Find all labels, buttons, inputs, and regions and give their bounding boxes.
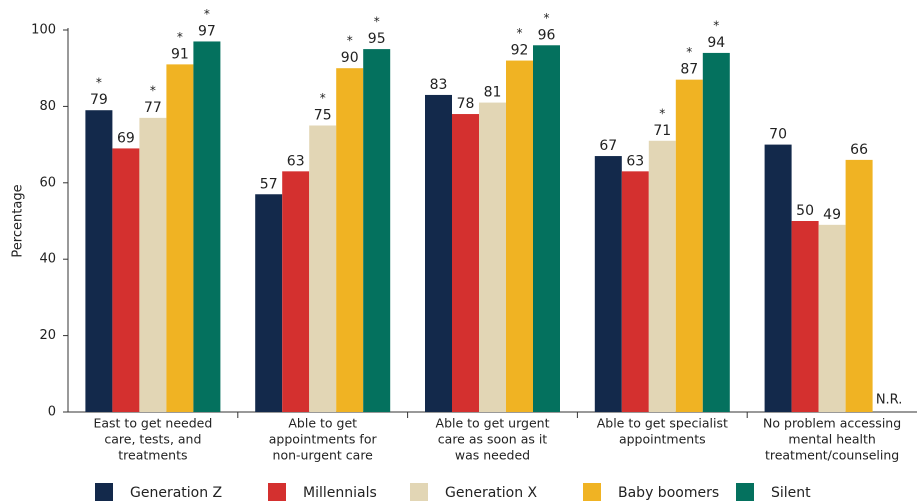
x-tick-label: East to get needed [93, 416, 212, 431]
x-tick-label: No problem accessing [763, 416, 901, 431]
value-label: 96 [538, 27, 556, 43]
bar [112, 148, 140, 413]
significance-marker: * [517, 26, 523, 40]
significance-marker: * [686, 45, 692, 59]
x-tick-label: non-urgent care [273, 448, 374, 463]
bar [282, 171, 310, 412]
x-tick-label: treatments [118, 448, 187, 463]
bar [425, 94, 452, 412]
value-label: 71 [653, 123, 671, 139]
significance-marker: * [347, 34, 353, 48]
value-label: 83 [430, 77, 448, 93]
value-label: 90 [341, 50, 359, 66]
legend-label: Millennials [303, 485, 377, 501]
significance-marker: * [96, 76, 102, 90]
x-tick-label: care, tests, and [104, 432, 201, 447]
value-label: 69 [117, 130, 135, 146]
significance-marker: * [544, 11, 550, 25]
value-label: 81 [484, 85, 502, 101]
bar [85, 110, 113, 412]
value-label: 94 [707, 35, 725, 51]
bar [845, 159, 873, 412]
bar [166, 64, 194, 412]
bar [336, 68, 364, 412]
x-tick-label: Able to get urgent [436, 416, 550, 431]
value-label: 75 [314, 108, 332, 124]
significance-marker: * [204, 7, 210, 21]
value-label: 79 [90, 92, 108, 108]
bar [702, 52, 730, 413]
value-label: 57 [260, 176, 278, 192]
bar [594, 156, 622, 412]
x-tick-label: appointments for [269, 432, 378, 447]
value-label: 78 [457, 96, 475, 112]
bar [363, 49, 391, 412]
value-label: 91 [171, 46, 189, 62]
legend-label: Silent [771, 485, 811, 501]
value-label: 97 [198, 23, 216, 39]
bar [193, 41, 221, 413]
value-label: 70 [769, 127, 787, 143]
bar [621, 171, 649, 412]
y-tick-label: 60 [39, 175, 56, 190]
significance-marker: * [659, 106, 665, 120]
bar [309, 125, 337, 412]
significance-marker: * [713, 18, 719, 32]
value-label: 77 [144, 100, 162, 116]
y-tick-label: 0 [48, 405, 56, 420]
y-tick-label: 80 [39, 99, 56, 114]
bar [452, 114, 479, 412]
legend-swatch [736, 483, 754, 501]
significance-marker: * [150, 83, 156, 97]
value-label: 95 [368, 31, 386, 47]
y-axis-label: Percentage [11, 184, 26, 257]
y-tick-label: 100 [31, 23, 56, 38]
value-label: 50 [796, 203, 814, 219]
bar [764, 144, 792, 412]
legend-swatch [95, 483, 113, 501]
legend-label: Generation X [445, 485, 538, 501]
legend-label: Generation Z [130, 485, 222, 501]
bar [791, 221, 819, 412]
bar [533, 45, 560, 412]
bar [675, 79, 703, 412]
value-label: 67 [599, 138, 617, 154]
value-label: 49 [823, 207, 841, 223]
bar [648, 140, 676, 412]
x-tick-label: Able to get specialist [597, 416, 728, 431]
bar [139, 117, 167, 413]
x-tick-label: mental health [788, 432, 875, 447]
significance-marker: * [374, 15, 380, 29]
significance-marker: * [320, 91, 326, 105]
y-tick-label: 20 [39, 328, 56, 343]
bar [506, 60, 533, 413]
value-label: 63 [287, 153, 305, 169]
x-tick-label: appointments [619, 432, 706, 447]
bar [255, 194, 283, 412]
value-label: 92 [511, 43, 529, 59]
x-tick-label: Able to get [288, 416, 357, 431]
y-tick-label: 40 [39, 252, 56, 267]
significance-marker: * [177, 30, 183, 44]
legend-label: Baby boomers [618, 485, 719, 501]
value-label: 66 [850, 142, 868, 158]
bar [818, 224, 846, 412]
value-label: 63 [626, 153, 644, 169]
x-tick-label: treatment/counseling [765, 448, 899, 463]
bar [479, 102, 506, 412]
x-tick-label: was needed [455, 448, 530, 463]
value-label: N.R. [876, 393, 903, 408]
value-label: 87 [680, 62, 698, 78]
x-tick-label: care as soon as it [438, 432, 548, 447]
legend-swatch [268, 483, 286, 501]
legend-swatch [583, 483, 601, 501]
legend-swatch [410, 483, 428, 501]
